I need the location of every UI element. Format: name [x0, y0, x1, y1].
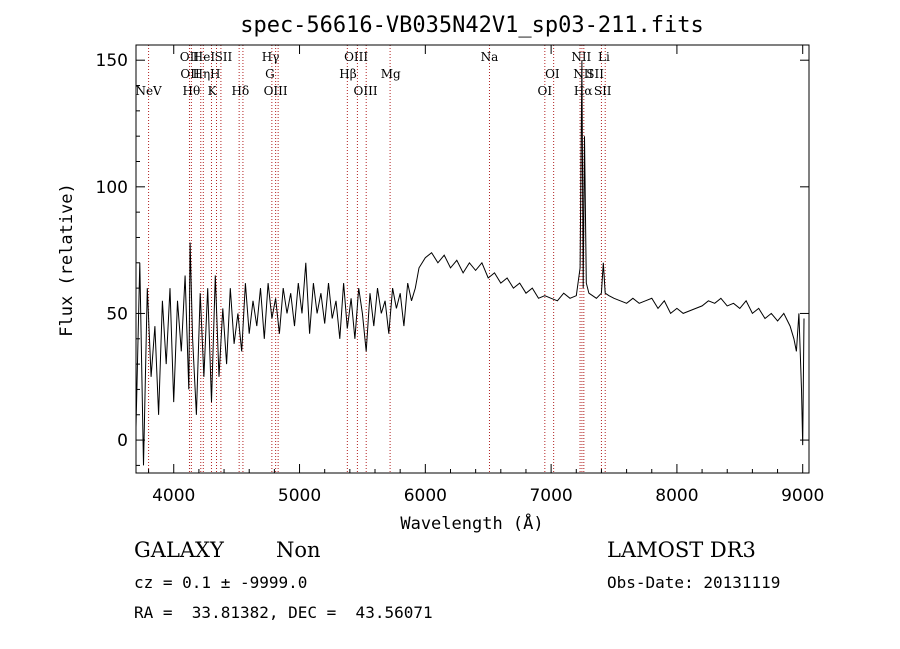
x-axis-ticks: 4000 5000 6000 7000 8000 9000: [148, 45, 824, 506]
line-label-21: NII: [573, 67, 593, 81]
line-label-12: OIII: [264, 84, 288, 98]
x-tick-label-3: 7000: [529, 486, 572, 506]
spectral-line-labels: NeV OII OII Hθ Hη HeI HK SII Hδ Hγ G OIII Hβ OIII OIII…: [135, 50, 611, 98]
x-axis-label: Wavelength (Å): [400, 512, 543, 534]
y-tick-label-2: 100: [96, 178, 128, 198]
line-label-11: G: [265, 67, 275, 81]
x-tick-label-0: 4000: [152, 486, 195, 506]
line-label-19: OI: [538, 84, 553, 98]
x-tick-label-5: 9000: [781, 486, 824, 506]
plot-frame: [135, 44, 810, 474]
redshift-line: cz = 0.1 ± -9999.0: [134, 573, 308, 592]
line-label-24: SII: [594, 84, 612, 98]
line-label-2: OII: [180, 67, 200, 81]
x-tick-label-4: 8000: [655, 486, 698, 506]
line-label-5: HeI: [193, 50, 216, 64]
line-label-1: OII: [180, 50, 200, 64]
line-label-14: OIII: [344, 50, 368, 64]
line-label-17: Na: [481, 50, 499, 64]
chart-title: spec-56616-VB035N42V1_sp03-211.fits: [240, 13, 704, 38]
line-label-4: Hη: [193, 67, 211, 81]
line-label-6: H: [210, 67, 220, 81]
line-label-25: Li: [598, 50, 610, 64]
line-label-9: Hδ: [232, 84, 250, 98]
line-label-0: NeV: [135, 84, 162, 98]
object-subclass: Non: [276, 538, 321, 562]
line-label-13: Hβ: [339, 67, 356, 81]
observation-date: Obs-Date: 20131119: [607, 573, 781, 592]
line-label-10: Hγ: [262, 50, 280, 64]
survey-name: LAMOST DR3: [607, 538, 756, 562]
line-label-8: SII: [215, 50, 233, 64]
y-axis-label: Flux (relative): [57, 183, 77, 337]
line-label-20: NII: [571, 50, 591, 64]
y-tick-label-0: 0: [117, 431, 128, 451]
y-tick-label-3: 150: [96, 51, 128, 71]
y-tick-label-1: 50: [106, 304, 128, 324]
line-label-23: SII: [586, 67, 604, 81]
spectral-line-markers: [148, 45, 606, 473]
x-tick-label-2: 6000: [404, 486, 447, 506]
line-label-22: Hα: [574, 84, 593, 98]
spectrum-line: [135, 60, 805, 466]
line-label-7: K: [208, 84, 218, 98]
y-axis-ticks: 0 50 100 150: [96, 51, 809, 466]
coordinates-line: RA = 33.81382, DEC = 43.56071: [134, 603, 433, 622]
x-tick-label-1: 5000: [278, 486, 321, 506]
object-type: GALAXY: [134, 538, 224, 562]
line-label-15: OIII: [354, 84, 378, 98]
line-label-16: Mg: [381, 67, 401, 81]
line-label-18: OI: [545, 67, 560, 81]
line-label-3: Hθ: [182, 84, 200, 98]
